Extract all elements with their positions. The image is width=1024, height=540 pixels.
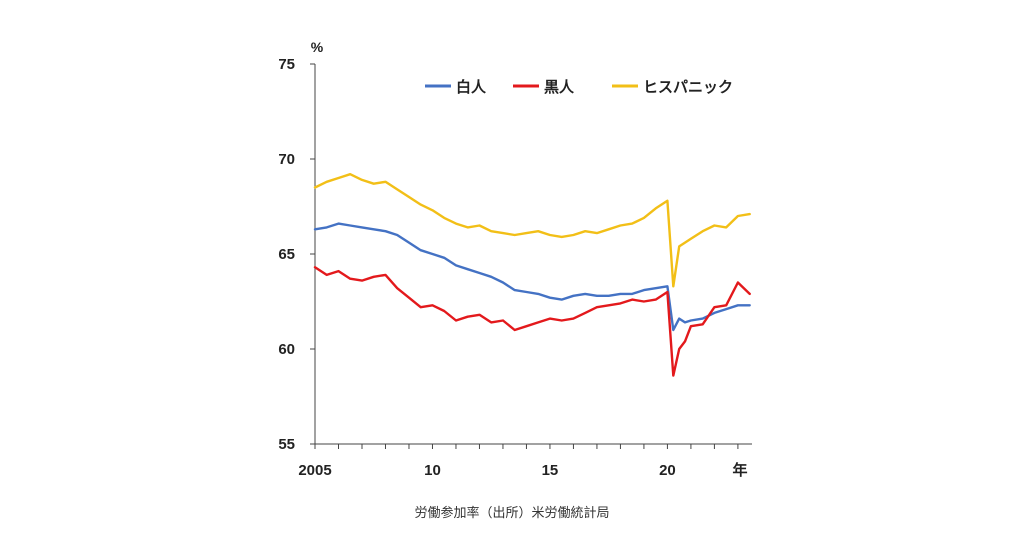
y-tick-label: 75 <box>278 56 295 73</box>
series-line-0 <box>313 222 751 332</box>
legend-label-1: 黒人 <box>544 78 575 96</box>
legend: 白人 黒人 ヒスパニック <box>425 78 733 96</box>
x-tick-label: 10 <box>424 462 441 479</box>
x-tick-label: 20 <box>659 462 676 479</box>
series-line-2 <box>313 172 751 288</box>
legend-label-2: ヒスパニック <box>643 78 733 96</box>
legend-label-0: 白人 <box>456 78 487 96</box>
y-axis-unit: % <box>311 39 324 55</box>
y-tick-label: 55 <box>278 436 295 453</box>
y-tick-label: 60 <box>278 341 295 358</box>
x-axis-unit: 年 <box>732 461 747 479</box>
series-layer <box>313 172 751 377</box>
axes: 55 60 65 70 75 2005 10 15 20% 年 <box>278 39 752 479</box>
y-tick-label: 65 <box>278 246 295 263</box>
x-tick-label: 2005 <box>298 462 331 479</box>
y-tick-label: 70 <box>278 151 295 168</box>
series-line-1 <box>313 266 751 377</box>
chart-caption: 労働参加率（出所）米労働統計局 <box>414 506 610 521</box>
x-tick-label: 15 <box>542 462 559 479</box>
line-chart: 55 60 65 70 75 2005 10 15 20% 年 白人 黒人 ヒスパニック <box>278 39 752 479</box>
